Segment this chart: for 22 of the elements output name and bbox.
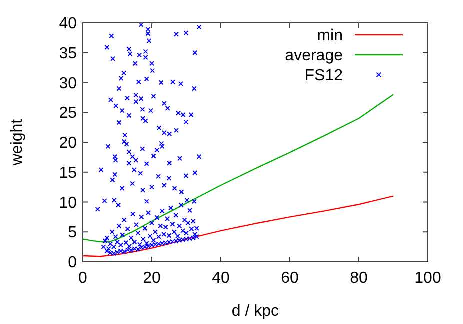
y-axis-title: weight: [9, 118, 26, 167]
x-tick-label: 40: [212, 270, 230, 287]
x-tick-label: 0: [78, 270, 88, 287]
line-series: [82, 94, 394, 243]
x-tick-label: 60: [281, 270, 299, 287]
y-tick-label: 5: [68, 224, 78, 242]
y-tick-label: 0: [68, 254, 78, 272]
legend-label: average: [285, 48, 344, 65]
y-tick-label: 15: [59, 164, 78, 182]
legend-label: FS12: [304, 68, 344, 85]
y-tick-label: 20: [59, 135, 78, 152]
y-tick-label: 25: [59, 105, 78, 122]
y-tick-label: 35: [59, 45, 78, 62]
y-tick-label: 40: [59, 16, 78, 33]
line-series: [82, 196, 394, 258]
x-tick-label: 20: [143, 270, 161, 287]
y-tick-label: 30: [59, 75, 78, 92]
legend-label: min: [317, 28, 343, 45]
x-tick-label: 100: [414, 270, 442, 287]
y-tick-label: 10: [59, 194, 78, 212]
x-tick-label: 80: [350, 270, 368, 287]
x-axis-title: d / kpc: [232, 303, 280, 320]
